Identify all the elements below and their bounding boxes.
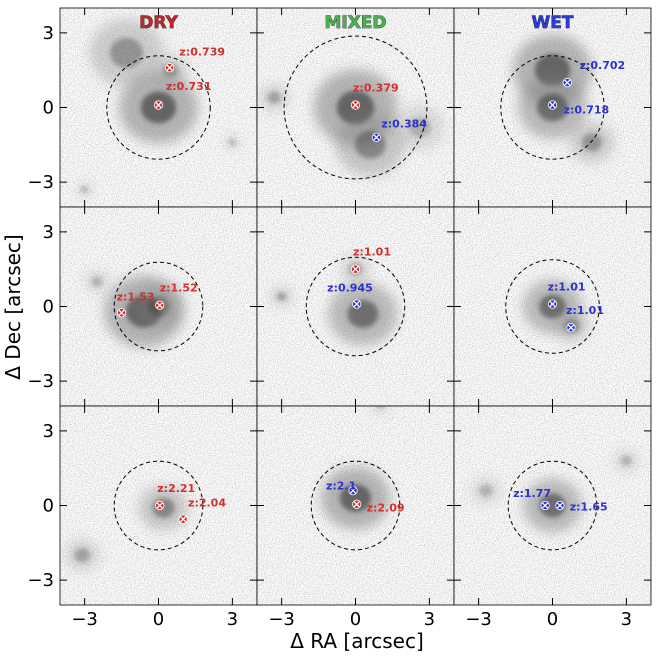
- x-tick-label: 0: [350, 609, 361, 630]
- panel-4: z:1.53 z:1.52: [59, 206, 258, 407]
- galaxy-core: [267, 91, 281, 104]
- x-tick-label: 0: [547, 609, 558, 630]
- source-marker: [547, 100, 558, 110]
- galaxy-core: [109, 37, 144, 68]
- source-marker: [155, 300, 165, 310]
- aperture-circle: [500, 55, 605, 160]
- redshift-label: z:1.52: [160, 282, 198, 295]
- x-axis-title: Δ RA [arcsec]: [290, 629, 424, 653]
- y-tick-label: −3: [27, 371, 54, 392]
- aperture-circle: [305, 256, 406, 357]
- aperture-circle: [106, 55, 211, 160]
- panel-6: z:1.01 z:1.01: [453, 206, 652, 407]
- galaxy-core: [74, 548, 90, 563]
- column-title-mixed: MIXED: [324, 13, 386, 33]
- source-marker: [116, 308, 127, 318]
- x-tick-label: 3: [424, 609, 435, 630]
- source-marker: [153, 100, 164, 110]
- x-tick-label: −3: [71, 609, 98, 630]
- source-marker: [164, 63, 175, 73]
- x-tick-label: 3: [227, 609, 238, 630]
- panel-8: z:2.1 z:2.09: [256, 405, 455, 606]
- galaxy-core: [581, 133, 602, 152]
- galaxy-core: [339, 484, 372, 512]
- redshift-label: z:1.53: [117, 290, 155, 303]
- redshift-label: z:0.718: [564, 104, 610, 117]
- column-title-dry: DRY: [139, 13, 178, 33]
- galaxy-core: [81, 186, 88, 193]
- galaxy-core: [354, 130, 386, 159]
- panel-5: z:1.01 z:0.945: [256, 206, 455, 407]
- redshift-label: z:1.01: [566, 304, 604, 317]
- redshift-label: z:1.01: [548, 280, 586, 293]
- redshift-label: z:2.09: [367, 502, 405, 515]
- panel-7: z:2.21 z:2.04: [59, 405, 258, 606]
- galaxy-core: [277, 292, 287, 301]
- source-marker: [352, 499, 362, 509]
- source-marker: [547, 299, 558, 309]
- y-tick-label: 0: [43, 496, 54, 517]
- redshift-label: z:0.379: [353, 81, 399, 94]
- redshift-label: z:1.77: [513, 487, 551, 500]
- redshift-label: z:0.739: [179, 45, 225, 58]
- y-tick-label: 3: [43, 421, 54, 442]
- source-marker: [155, 500, 165, 511]
- source-marker: [348, 485, 358, 496]
- panel-3: z:0.702 z:0.718: [453, 7, 652, 208]
- panel-grid: z:0.731z:0.739z:0.379z:0.384z:0.702z:0.7…: [59, 7, 652, 606]
- galaxy-core: [375, 406, 385, 410]
- column-titles: DRY MIXED WET: [139, 13, 574, 34]
- source-marker: [350, 100, 361, 110]
- redshift-label: z:1.01: [353, 246, 391, 259]
- aperture-circle: [283, 35, 428, 180]
- column-title-wet: WET: [532, 13, 574, 33]
- source-marker: [178, 514, 188, 524]
- redshift-label: z:1.65: [570, 500, 608, 513]
- axes-labels: 3 0 −3 3 0 −3 3 0 −3 −3 0 3 −3 0 3 −3 0 3: [27, 23, 632, 630]
- y-tick-label: 3: [43, 222, 54, 243]
- source-marker: [555, 500, 565, 511]
- panel-2: z:0.379 z:0.384: [256, 7, 455, 208]
- aperture-circle: [113, 261, 204, 352]
- galaxy-core: [539, 493, 566, 518]
- redshift-label: z:2.21: [157, 482, 195, 495]
- panel-1: z:0.731 z:0.739: [59, 7, 258, 208]
- aperture-circle: [505, 259, 600, 354]
- redshift-label: z:2.04: [188, 497, 226, 510]
- source-marker: [540, 500, 550, 511]
- x-tick-label: −3: [465, 609, 492, 630]
- x-tick-label: 0: [153, 609, 164, 630]
- source-marker: [562, 78, 572, 88]
- source-marker: [566, 323, 576, 333]
- galaxy-core: [91, 276, 103, 287]
- y-axis-title: Δ Dec [arcsec]: [1, 234, 25, 379]
- x-tick-label: 3: [621, 609, 632, 630]
- redshift-label: z:0.384: [381, 117, 427, 130]
- y-tick-label: −3: [27, 172, 54, 193]
- galaxy-core: [479, 484, 493, 497]
- x-tick-label: −3: [268, 609, 295, 630]
- galaxy-core: [229, 139, 236, 146]
- redshift-label: z:0.945: [327, 282, 373, 295]
- y-tick-label: 0: [43, 98, 54, 119]
- source-marker: [352, 299, 362, 309]
- y-tick-label: 3: [43, 23, 54, 44]
- redshift-label: z:0.731: [166, 80, 212, 93]
- aperture-circle: [113, 460, 204, 551]
- y-tick-label: −3: [27, 570, 54, 591]
- source-marker: [350, 264, 361, 274]
- galaxy-core: [347, 300, 379, 328]
- redshift-label: z:2.1: [326, 479, 356, 492]
- redshift-label: z:0.702: [580, 59, 626, 72]
- galaxy-core: [620, 455, 632, 466]
- galaxy-emission: [370, 406, 390, 415]
- source-marker: [371, 132, 382, 142]
- panel-9: z:1.77 z:1.65: [453, 405, 652, 606]
- aperture-circle: [507, 460, 598, 551]
- y-tick-label: 0: [43, 297, 54, 318]
- aperture-circle: [310, 460, 401, 551]
